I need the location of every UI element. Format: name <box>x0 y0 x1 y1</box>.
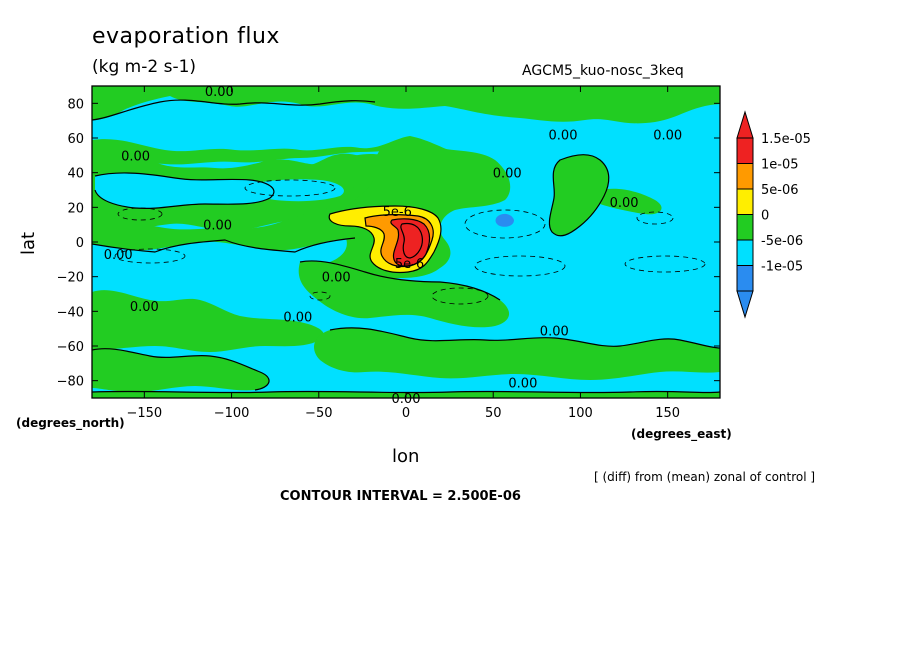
chart-title: evaporation flux <box>92 24 280 49</box>
field-tropic-west <box>92 205 379 251</box>
dashed-contours <box>114 179 706 305</box>
colorbar-bottom-arrow <box>736 290 754 319</box>
colorbar-swatch <box>736 265 754 292</box>
contour-label: 0.00 <box>540 324 569 339</box>
y-axis-units: (degrees_north) <box>16 416 125 430</box>
contour-label: 0.00 <box>130 300 159 315</box>
colorbar-swatch <box>736 239 754 266</box>
colorbar-swatch <box>736 188 754 215</box>
field-south-tongue <box>298 260 510 328</box>
x-tick-label: −150 <box>126 406 162 421</box>
contour-fields <box>92 86 720 398</box>
contour-label: 0.00 <box>508 376 537 391</box>
field-neg-strong <box>495 213 514 227</box>
x-axis-units: (degrees_east) <box>631 427 732 441</box>
contour-lines <box>92 99 720 394</box>
contour-label: 0.00 <box>205 85 234 100</box>
x-tick-label: 100 <box>568 406 593 421</box>
y-tick-label: 80 <box>67 97 84 112</box>
contour-label: 5e-6 <box>383 205 412 220</box>
colorbar-label: 5e-06 <box>761 183 799 198</box>
y-tick-label: −60 <box>57 340 84 355</box>
contour-labels: 0.00 0.00 0.00 0.00 0.00 0.00 0.00 0.00 0.00 0.00… <box>104 85 682 407</box>
x-tick-label: 150 <box>655 406 680 421</box>
chart-units: (kg m-2 s-1) <box>92 57 197 77</box>
colorbar-swatch <box>736 214 754 241</box>
field-asia-green <box>549 154 609 236</box>
contour-label: 0.00 <box>203 219 232 234</box>
contour-label: 0.00 <box>283 311 312 326</box>
contour-label: 0.00 <box>121 149 150 164</box>
contour-interval: CONTOUR INTERVAL = 2.500E-06 <box>280 489 521 504</box>
x-tick-label: 50 <box>485 406 502 421</box>
contour-label: 0.00 <box>549 129 578 144</box>
field-north-band <box>92 86 720 124</box>
colorbar-label: 0 <box>761 209 769 224</box>
contour-label: 5e-6 <box>395 257 424 272</box>
contour-label: 0.00 <box>610 196 639 211</box>
y-tick-label: −80 <box>57 375 84 390</box>
colorbar-label: 1e-05 <box>761 158 799 173</box>
contour-label: 0.00 <box>104 248 133 263</box>
field-south-40s-west <box>92 290 324 352</box>
x-tick-label: −100 <box>214 406 250 421</box>
field-south-60s-east <box>314 327 720 380</box>
y-axis-label: lat <box>18 231 39 255</box>
x-axis-label: lon <box>392 446 420 467</box>
y-tick-label: 60 <box>67 132 84 147</box>
y-tick-label: −40 <box>57 305 84 320</box>
colorbar-swatch <box>736 163 754 190</box>
y-tick-label: 0 <box>76 236 84 251</box>
contour-label: 0.00 <box>322 271 351 286</box>
y-tick-label: 40 <box>67 167 84 182</box>
contour-label: 0.00 <box>653 129 682 144</box>
colorbar: 1.5e-05 1e-05 5e-06 0 -5e-06 -1e-05 <box>736 110 811 319</box>
contour-label: 0.00 <box>493 167 522 182</box>
colorbar-top-arrow <box>736 110 754 139</box>
colorbar-label: -1e-05 <box>761 260 803 275</box>
colorbar-label: 1.5e-05 <box>761 132 811 147</box>
axis-ticks: −150 −100 −50 0 50 100 150 80 60 40 20 0 −20 −40 −60 −8… <box>57 86 720 421</box>
contour-label: 0.00 <box>392 392 421 407</box>
field-neg-pacific-n <box>95 172 274 209</box>
y-tick-label: 20 <box>67 201 84 216</box>
y-tick-label: −20 <box>57 271 84 286</box>
difference-note: [ (diff) from (mean) zonal of control ] <box>594 470 816 484</box>
field-south-60s-west <box>92 348 270 392</box>
run-label: AGCM5_kuo-nosc_3keq <box>522 63 684 79</box>
colorbar-label: -5e-06 <box>761 234 803 249</box>
field-asia-green-ext <box>600 188 662 215</box>
x-tick-label: 0 <box>402 406 410 421</box>
colorbar-swatch <box>736 137 754 164</box>
x-tick-label: −50 <box>305 406 332 421</box>
